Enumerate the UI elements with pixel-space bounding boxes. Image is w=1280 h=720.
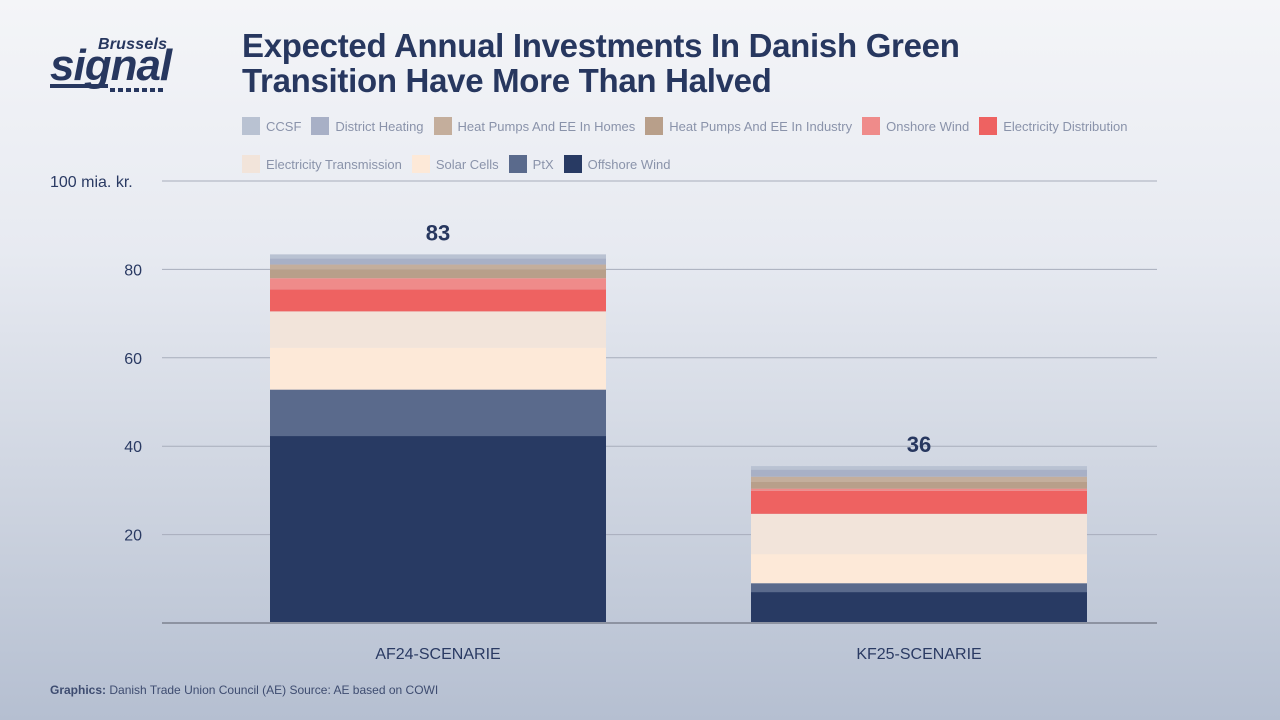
legend-item-heat-pumps-and-ee-in-industry: Heat Pumps And EE In Industry — [645, 117, 852, 135]
legend-item-onshore-wind: Onshore Wind — [862, 117, 969, 135]
bar-segment-electricity-transmission — [751, 513, 1087, 555]
legend-item-ccsf: CCSF — [242, 117, 301, 135]
bar-segment-solar-cells — [751, 554, 1087, 584]
legend-label: PtX — [532, 156, 554, 172]
bar-segment-electricity-transmission — [270, 311, 606, 348]
legend-swatch — [311, 117, 330, 135]
legend-label: Heat Pumps And EE In Homes — [457, 118, 636, 134]
chart-footer: Graphics: Danish Trade Union Council (AE… — [50, 683, 438, 697]
legend-swatch — [242, 155, 260, 173]
bar-segment-electricity-distribution — [270, 289, 606, 312]
legend-swatch — [563, 155, 582, 173]
y-axis-unit-label: 100 mia. kr. — [50, 174, 133, 191]
bar-segment-offshore-wind — [751, 592, 1087, 623]
bar-segment-onshore-wind — [751, 488, 1087, 491]
bar-segment-heat-pumps-and-ee-in-homes — [270, 264, 606, 270]
legend-item-ptx: PtX — [508, 155, 554, 173]
x-category-label: KF25-SCENARIE — [856, 646, 981, 663]
legend-label: Electricity Distribution — [1003, 118, 1128, 134]
bar-segment-ptx — [270, 389, 606, 437]
legend-swatch — [508, 155, 527, 173]
bar-segment-electricity-distribution — [751, 490, 1087, 514]
bar-total-label: 36 — [907, 432, 931, 457]
footer-prefix: Graphics: — [50, 683, 107, 697]
logo-underline — [50, 84, 108, 88]
legend-item-electricity-distribution: Electricity Distribution — [979, 117, 1127, 135]
bar-segment-ptx — [751, 583, 1087, 593]
bar-segment-ccsf — [270, 254, 606, 259]
legend-label: Heat Pumps And EE In Industry — [669, 118, 853, 134]
legend-label: CCSF — [266, 118, 302, 134]
y-tick-label: 60 — [124, 351, 142, 368]
legend-label: Onshore Wind — [886, 118, 970, 134]
y-tick-label: 80 — [124, 262, 142, 279]
bar-segment-solar-cells — [270, 347, 606, 390]
legend-label: Electricity Transmission — [266, 156, 402, 172]
bar-segment-district-heating — [270, 258, 606, 265]
bar-segment-district-heating — [751, 469, 1087, 477]
bar-segment-ccsf — [751, 466, 1087, 470]
chart-title: Expected Annual Investments In Danish Gr… — [242, 27, 960, 99]
x-category-label: AF24-SCENARIE — [375, 646, 500, 663]
legend-swatch — [645, 117, 664, 135]
bar-segment-heat-pumps-and-ee-in-homes — [751, 476, 1087, 483]
legend-swatch — [433, 117, 452, 135]
footer-source: Danish Trade Union Council (AE) Source: … — [109, 683, 439, 697]
legend-swatch — [411, 155, 430, 173]
bar-segment-heat-pumps-and-ee-in-industry — [751, 482, 1087, 489]
brussels-signal-logo: Brussels signal — [48, 36, 198, 98]
legend-item-electricity-transmission: Electricity Transmission — [242, 155, 402, 173]
legend-item-district-heating: District Heating — [311, 117, 424, 135]
legend-item-offshore-wind: Offshore Wind — [563, 155, 671, 173]
legend-label: Solar Cells — [435, 156, 499, 172]
legend-item-solar-cells: Solar Cells — [411, 155, 499, 173]
chart-legend: CCSF District Heating Heat Pumps And EE In… — [242, 117, 1182, 173]
legend-swatch — [242, 117, 260, 135]
bar-segment-onshore-wind — [270, 278, 606, 290]
bar-segment-heat-pumps-and-ee-in-industry — [270, 269, 606, 279]
legend-label: District Heating — [335, 118, 424, 134]
legend-swatch — [979, 117, 998, 135]
y-tick-label: 20 — [124, 528, 142, 545]
y-tick-label: 40 — [124, 439, 142, 456]
legend-swatch — [862, 117, 881, 135]
bar-segment-offshore-wind — [270, 436, 606, 623]
logo-signal-text: signal — [50, 41, 172, 90]
logo-brussels-text: Brussels — [98, 36, 168, 53]
legend-item-heat-pumps-and-ee-in-homes: Heat Pumps And EE In Homes — [433, 117, 636, 135]
legend-label: Offshore Wind — [587, 156, 671, 172]
bar-total-label: 83 — [426, 220, 450, 245]
logo-dots — [110, 88, 163, 92]
